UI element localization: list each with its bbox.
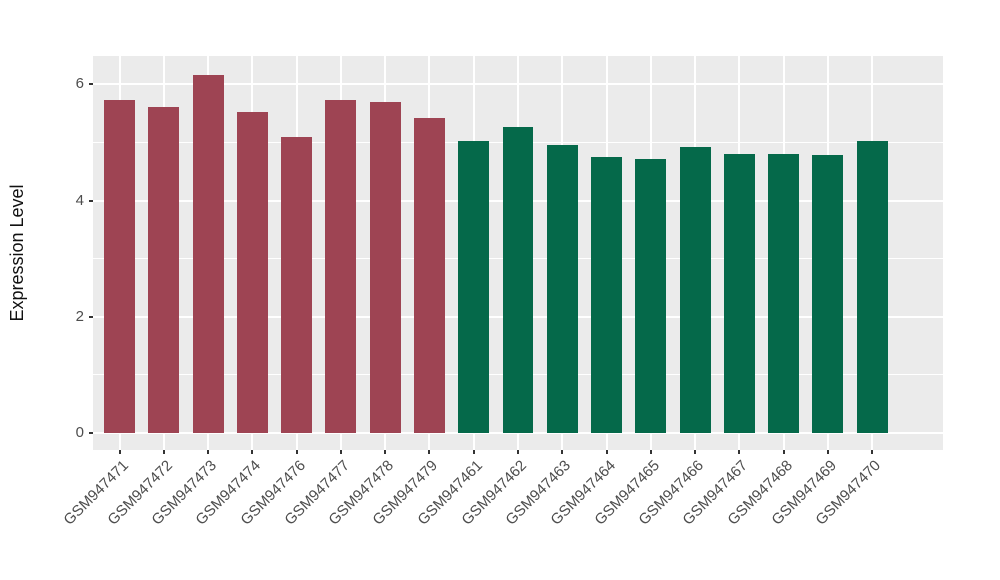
x-tick-mark-GSM947473 bbox=[207, 450, 210, 454]
x-tick-mark-GSM947471 bbox=[118, 450, 121, 454]
bar-GSM947470 bbox=[856, 140, 888, 433]
bar-GSM947479 bbox=[413, 118, 445, 433]
y-tick-label-0: 0 bbox=[75, 424, 84, 441]
x-tick-mark-GSM947466 bbox=[694, 450, 697, 454]
bar-GSM947477 bbox=[325, 100, 357, 433]
y-tick-mark-4 bbox=[89, 199, 93, 202]
x-tick-mark-GSM947469 bbox=[826, 450, 829, 454]
bar-GSM947462 bbox=[502, 126, 534, 433]
x-tick-mark-GSM947470 bbox=[871, 450, 874, 454]
bar-GSM947476 bbox=[281, 137, 313, 433]
y-tick-label-4: 4 bbox=[75, 191, 84, 209]
x-tick-mark-GSM947474 bbox=[251, 450, 254, 454]
y-tick-mark-6 bbox=[89, 83, 93, 86]
bar-GSM947461 bbox=[458, 140, 490, 433]
x-tick-mark-GSM947461 bbox=[472, 450, 475, 454]
x-tick-mark-GSM947463 bbox=[561, 450, 564, 454]
x-tick-mark-GSM947478 bbox=[384, 450, 387, 454]
bar-GSM947467 bbox=[723, 153, 755, 433]
x-tick-mark-GSM947467 bbox=[738, 450, 741, 454]
bar-GSM947471 bbox=[104, 100, 136, 433]
bar-GSM947468 bbox=[768, 154, 800, 433]
x-tick-mark-GSM947464 bbox=[605, 450, 608, 454]
x-tick-mark-GSM947476 bbox=[295, 450, 298, 454]
bar-GSM947472 bbox=[148, 107, 180, 433]
bar-GSM947464 bbox=[591, 157, 623, 433]
y-axis-title: Expression Level bbox=[7, 184, 27, 322]
y-tick-mark-0 bbox=[89, 432, 93, 434]
bar-GSM947465 bbox=[635, 159, 667, 433]
bar-GSM947473 bbox=[192, 75, 224, 433]
x-tick-mark-GSM947472 bbox=[162, 450, 165, 454]
x-tick-mark-GSM947477 bbox=[339, 450, 342, 454]
y-tick-label-6: 6 bbox=[75, 75, 84, 93]
y-tick-mark-2 bbox=[89, 315, 93, 318]
x-tick-mark-GSM947465 bbox=[649, 450, 652, 454]
bar-GSM947466 bbox=[679, 147, 711, 433]
bar-GSM947463 bbox=[546, 144, 578, 433]
y-tick-label-2: 2 bbox=[75, 307, 84, 325]
plot-panel bbox=[93, 56, 943, 450]
x-tick-mark-GSM947479 bbox=[428, 450, 431, 454]
bar-GSM947478 bbox=[369, 102, 401, 433]
x-tick-mark-GSM947468 bbox=[782, 450, 785, 454]
x-tick-mark-GSM947462 bbox=[517, 450, 519, 454]
bar-GSM947469 bbox=[812, 155, 844, 433]
bar-GSM947474 bbox=[236, 112, 268, 433]
